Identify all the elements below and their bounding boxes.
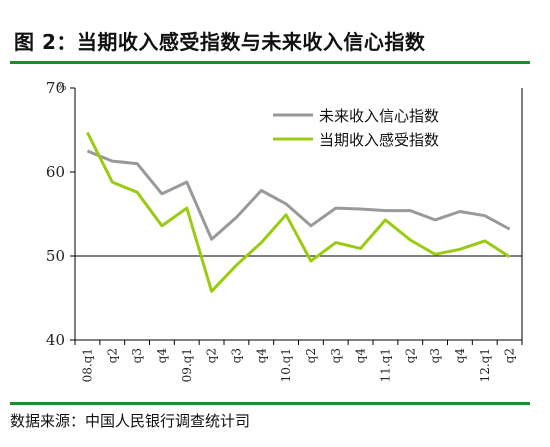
plot-area: 40 50 60 70% 08.q1 q2 q3 q4 09.q1 q2 q3 q4 10.q1 q2 q3… [46,79,523,382]
x-tick-label: q4 [254,348,268,364]
y-tick-label: 70 [46,79,65,97]
y-tick-label: 40 [46,331,65,349]
top-rule [10,61,530,64]
x-tick-label: q3 [329,348,343,363]
x-tick-label: q2 [205,348,219,363]
bottom-rule [10,402,530,405]
x-tick-label: q3 [229,348,243,363]
x-tick-label: q2 [304,348,318,363]
series-line-current-income-perception [86,131,511,293]
x-tick-label: q2 [503,348,517,363]
x-tick-label: q4 [155,348,169,364]
x-tick-label: 12.q1 [478,348,492,382]
x-tick-label: q3 [428,348,442,363]
x-tick-label: q2 [403,348,417,363]
y-tick-label: 50 [46,247,65,265]
x-tick-label: q3 [130,348,144,363]
x-tick-label: q4 [354,348,368,364]
line-chart: 40 50 60 70% 08.q1 q2 q3 q4 09.q1 q2 q3 q4 10.q1 q2 q3… [46,79,523,382]
y-tick-label: 60 [46,163,65,181]
data-source: 数据来源：中国人民银行调查统计司 [10,412,251,430]
legend-label: 当期收入感受指数 [319,131,439,149]
legend-label: 未来收入信心指数 [319,107,439,125]
x-tick-label: 10.q1 [279,348,293,382]
chart-title: 图 2：当期收入感受指数与未来收入信心指数 [14,30,426,54]
x-tick-label: q2 [105,348,119,363]
x-tick-label: 08.q1 [80,348,94,382]
y-unit-label: % [57,82,67,93]
x-tick-label: 11.q1 [378,348,392,382]
series-line-future-income-confidence [86,149,511,241]
x-tick-label: q4 [453,348,467,364]
x-tick-label: 09.q1 [180,348,194,382]
